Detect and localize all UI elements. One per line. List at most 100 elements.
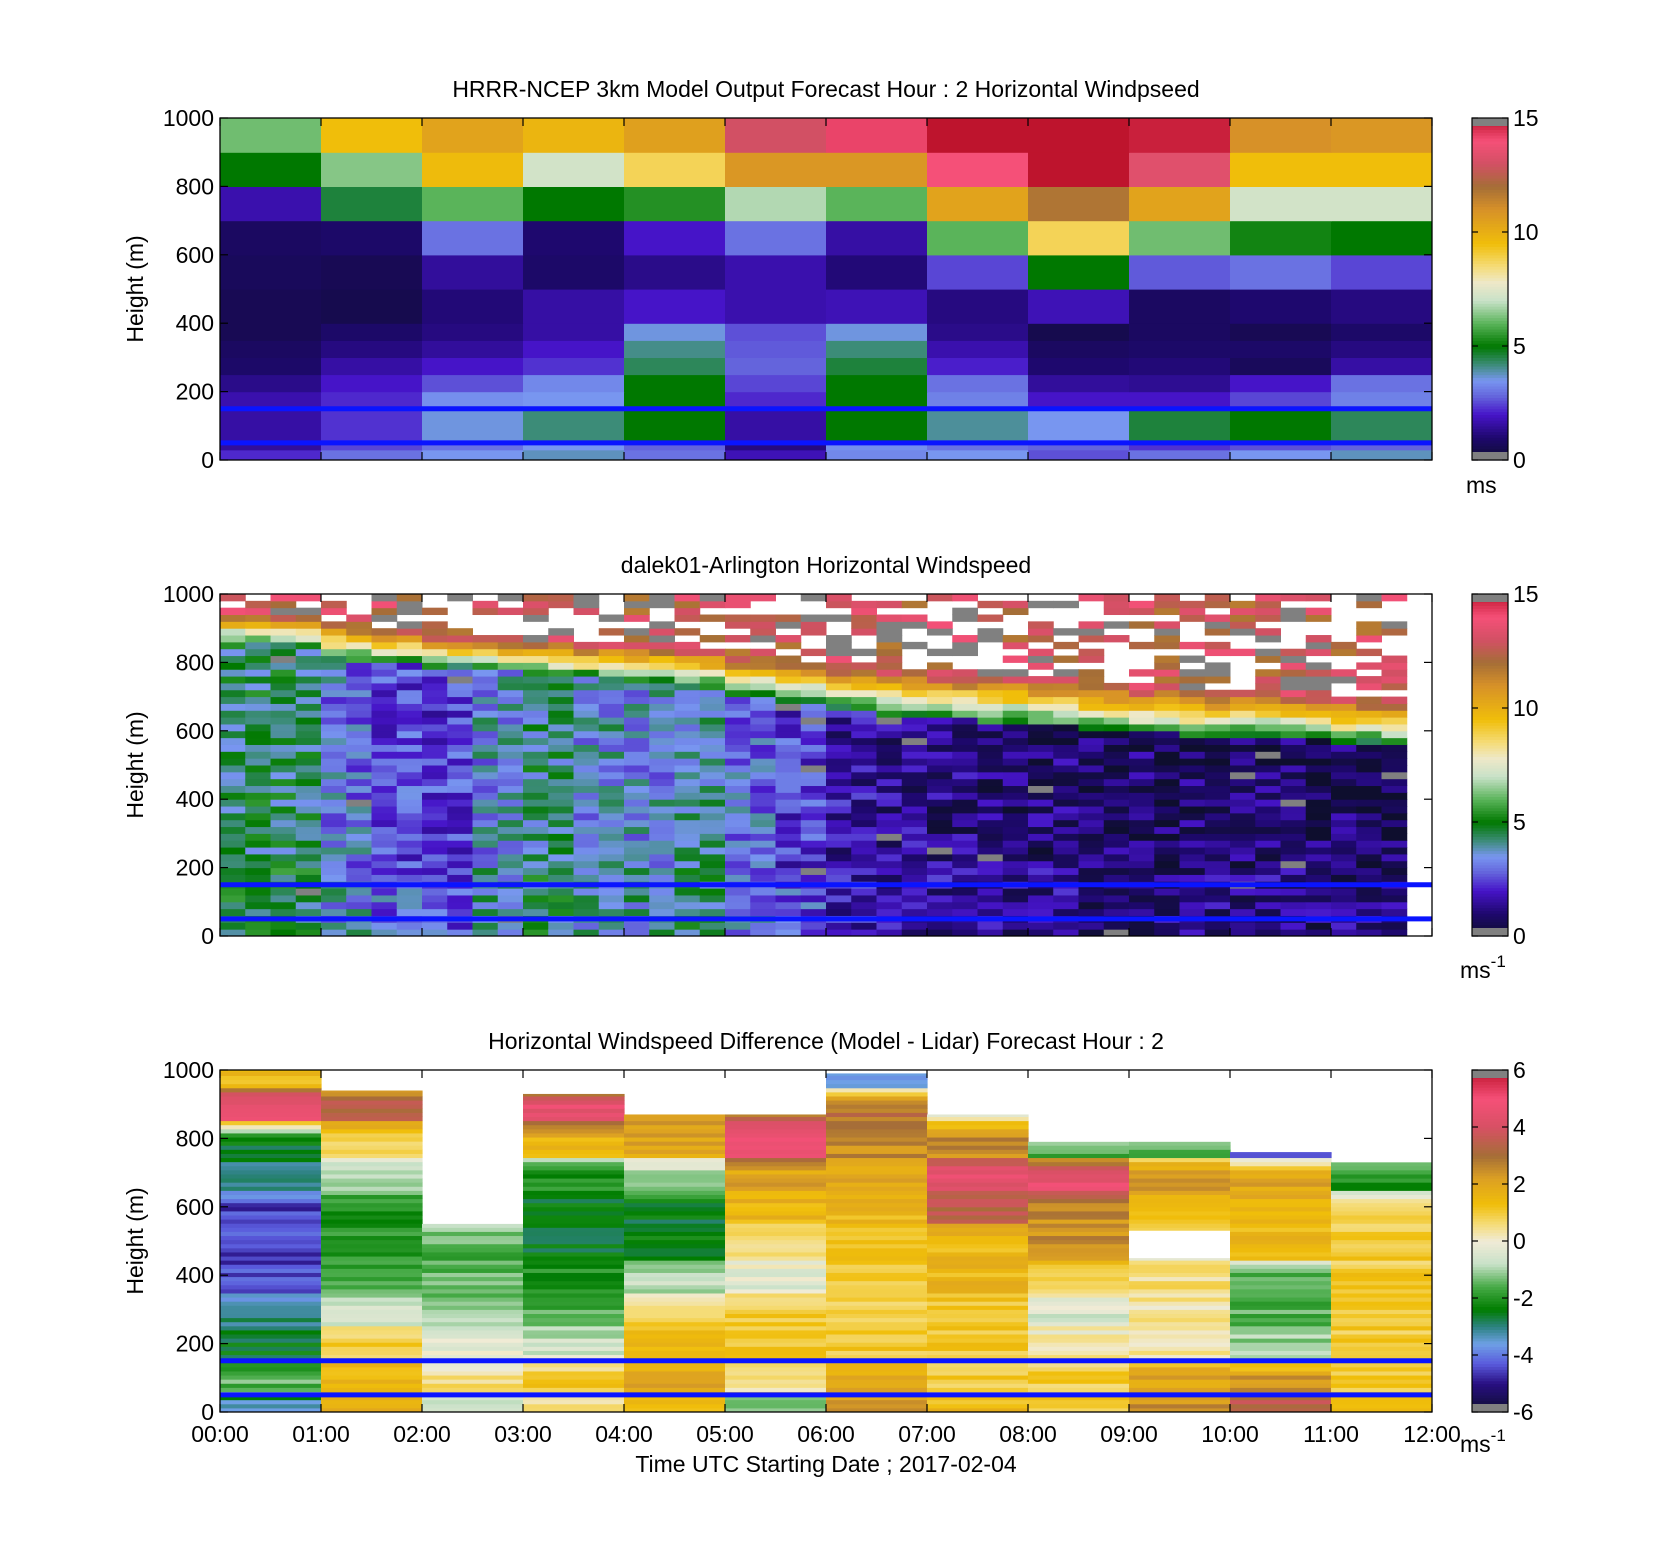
lidar-cell <box>1331 826 1357 834</box>
lidar-cell <box>295 894 322 903</box>
lidar-cell <box>1356 819 1382 828</box>
difference-cell <box>1028 1264 1130 1269</box>
model-cell <box>927 323 1029 341</box>
lidar-cell <box>1356 676 1382 684</box>
difference-cell <box>826 1206 928 1212</box>
lidar-cell <box>977 703 1004 711</box>
lidar-cell <box>245 676 271 684</box>
lidar-cell <box>1280 860 1307 869</box>
lidar-cell <box>674 799 701 807</box>
difference-cell <box>220 1198 322 1204</box>
difference-cell <box>927 1395 1029 1401</box>
lidar-cell <box>775 614 802 622</box>
lidar-cell <box>699 594 726 602</box>
panel-model-reference-lines <box>220 406 1432 446</box>
difference-cell <box>624 1329 726 1335</box>
lidar-cell <box>321 723 347 732</box>
lidar-cell <box>1280 853 1307 862</box>
lidar-cell <box>497 771 524 780</box>
lidar-cell <box>624 833 650 841</box>
lidar-cell <box>952 594 978 602</box>
difference-cell <box>220 1338 322 1343</box>
lidar-cell <box>1179 812 1206 821</box>
difference-cell <box>523 1297 625 1302</box>
lidar-cell <box>699 758 726 766</box>
difference-cell <box>1331 1231 1432 1237</box>
lidar-cell <box>1204 648 1231 657</box>
lidar-cell <box>800 929 827 936</box>
lidar-cell <box>1179 669 1206 677</box>
lidar-cell <box>295 929 322 936</box>
colorbar-swatch <box>1472 856 1508 860</box>
lidar-cell <box>270 641 297 650</box>
lidar-cell <box>826 819 852 828</box>
lidar-cell <box>750 853 776 862</box>
colorbar-swatch <box>1472 864 1508 869</box>
difference-cell <box>321 1325 423 1331</box>
difference-cell <box>220 1260 322 1265</box>
lidar-cell <box>775 894 802 903</box>
lidar-cell <box>674 874 701 882</box>
lidar-cell <box>245 648 271 657</box>
model-cell <box>1331 357 1432 376</box>
lidar-cell <box>977 696 1004 704</box>
lidar-cell <box>472 867 499 875</box>
lidar-cell <box>1154 929 1180 936</box>
lidar-cell <box>447 689 473 698</box>
lidar-cell <box>1356 867 1382 875</box>
lidar-cell <box>346 710 372 718</box>
lidar-cell <box>1179 641 1206 650</box>
colorbar-swatch <box>1472 1389 1508 1393</box>
difference-cell <box>321 1387 423 1392</box>
lidar-cell <box>1053 778 1079 787</box>
colorbar-swatch <box>1472 277 1508 282</box>
difference-cell <box>1129 1145 1231 1150</box>
difference-cell <box>321 1313 423 1319</box>
colorbar-swatch <box>1472 180 1508 185</box>
lidar-cell <box>270 819 297 828</box>
model-cell <box>321 442 423 451</box>
lidar-cell <box>977 874 1004 882</box>
lidar-cell <box>1028 635 1054 643</box>
lidar-cell <box>447 710 473 718</box>
lidar-cell <box>1305 806 1332 814</box>
difference-cell <box>1331 1375 1432 1380</box>
lidar-cell <box>674 826 701 834</box>
difference-cell <box>826 1120 928 1126</box>
lidar-cell <box>422 737 448 745</box>
lidar-cell <box>1179 696 1206 704</box>
colorbar-swatch <box>1472 1212 1508 1216</box>
lidar-cell <box>750 812 776 821</box>
lidar-cell <box>1204 894 1231 903</box>
difference-cell <box>523 1169 625 1175</box>
lidar-cell <box>851 723 877 732</box>
lidar-cell <box>699 867 726 875</box>
difference-cell <box>220 1321 322 1327</box>
lidar-cell <box>775 778 802 787</box>
difference-cell <box>725 1297 827 1302</box>
difference-cell <box>927 1280 1029 1286</box>
lidar-cell <box>977 676 1004 684</box>
lidar-cell <box>573 778 600 787</box>
colorbar-swatch <box>1472 177 1508 182</box>
y-tick-label: 400 <box>176 310 214 336</box>
lidar-cell <box>851 662 877 670</box>
difference-cell <box>725 1141 827 1146</box>
lidar-cell <box>826 600 852 609</box>
lidar-cell <box>1053 908 1079 916</box>
colorbar-swatch <box>1472 1152 1508 1157</box>
lidar-cell <box>447 785 473 793</box>
lidar-cell <box>1078 847 1105 855</box>
lidar-cell <box>1230 929 1256 936</box>
lidar-cell <box>1078 635 1105 643</box>
lidar-cell <box>699 723 726 732</box>
lidar-cell <box>674 723 701 732</box>
difference-cell <box>624 1219 726 1224</box>
difference-cell <box>927 1173 1029 1179</box>
lidar-cell <box>1255 607 1281 616</box>
lidar-cell <box>1053 676 1079 684</box>
difference-cell <box>321 1132 423 1138</box>
colorbar-swatch <box>1472 1235 1508 1239</box>
lidar-cell <box>573 853 600 862</box>
lidar-cell <box>1280 758 1307 766</box>
